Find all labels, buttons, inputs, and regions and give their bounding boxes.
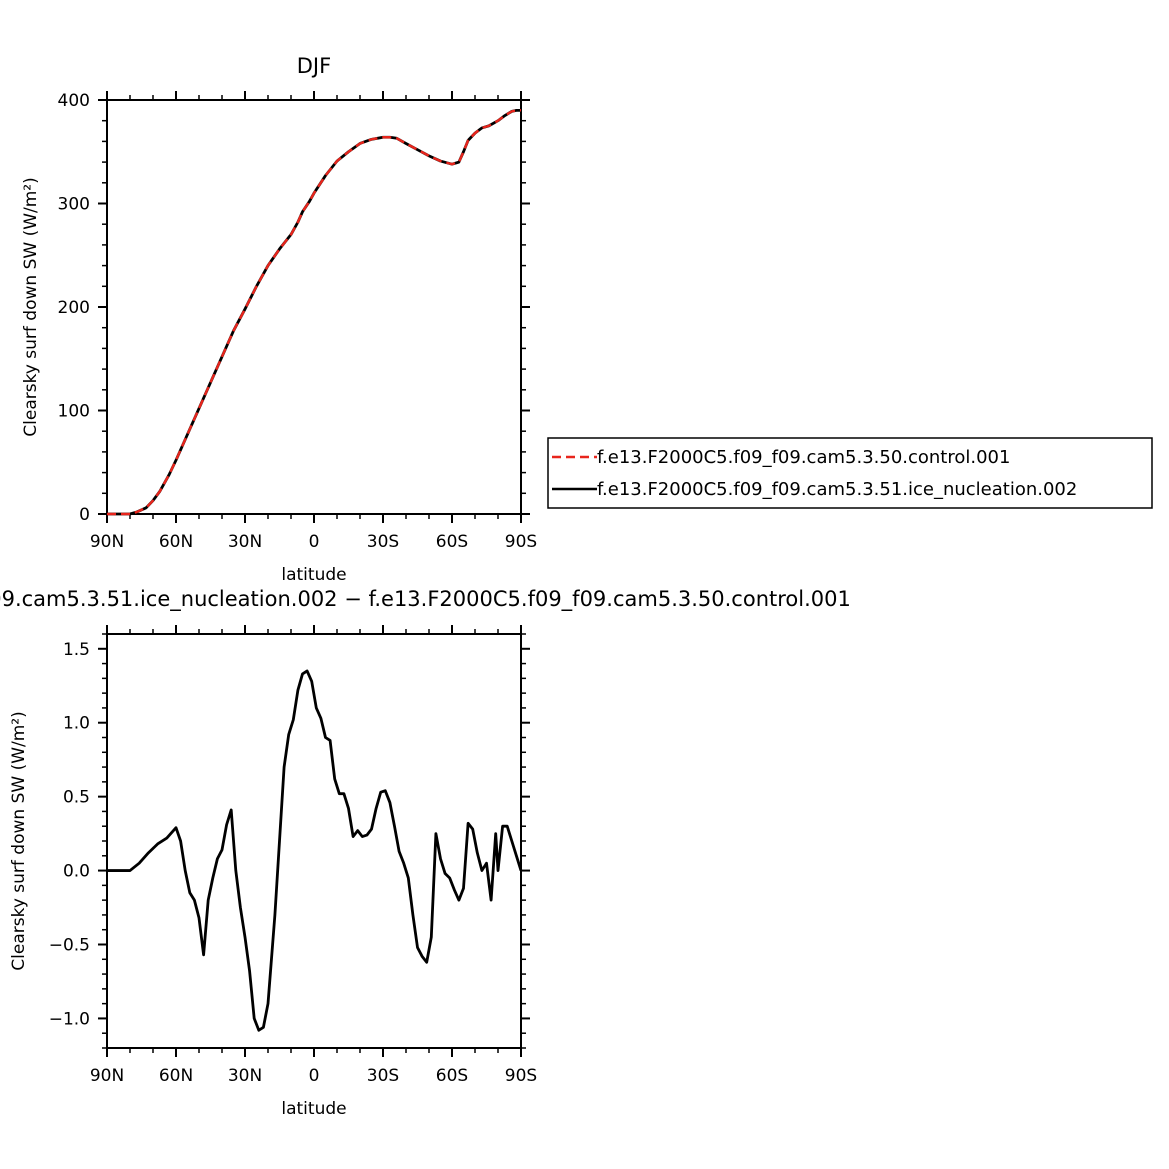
top-x-tick-label: 30S: [367, 532, 399, 552]
top-y-tick-labels: 0 100 200 300 400: [58, 91, 90, 525]
bottom-series-line: [107, 669, 523, 1032]
bottom-y-tick-label: 0.5: [63, 788, 90, 808]
top-y-tick-label: 0: [79, 505, 90, 525]
top-x-tick-label: 90N: [90, 532, 124, 552]
bottom-x-tick-label: 30N: [228, 1066, 262, 1086]
top-plot: DJF 90N 60N 30N 0 30S 60S 90S 0 100 200 300 400 la…: [21, 54, 537, 585]
top-x-tick-label: 30N: [228, 532, 262, 552]
legend-label-control: f.e13.F2000C5.f09_f09.cam5.3.50.control.…: [597, 447, 1010, 468]
bottom-plot-series: [107, 669, 523, 1032]
bottom-y-tick-label: −1.0: [49, 1009, 90, 1029]
top-series-line: [107, 108, 521, 516]
legend: f.e13.F2000C5.f09_f09.cam5.3.50.control.…: [547, 437, 1153, 509]
top-y-tick-label: 400: [58, 91, 90, 111]
top-y-tick-label: 300: [58, 195, 90, 215]
bottom-x-tick-label: 90S: [505, 1066, 537, 1086]
bottom-y-axis-title: Clearsky surf down SW (W/m²): [9, 711, 29, 970]
bottom-x-tick-label: 0: [309, 1066, 320, 1086]
top-y-tick-label: 100: [58, 402, 90, 422]
top-x-tick-labels: 90N 60N 30N 0 30S 60S 90S: [90, 532, 537, 552]
top-plot-title: DJF: [297, 54, 331, 78]
top-x-tick-label: 60S: [436, 532, 468, 552]
bottom-y-tick-label: 0.0: [63, 862, 90, 882]
legend-label-ice-nucleation: f.e13.F2000C5.f09_f09.cam5.3.51.ice_nucl…: [597, 479, 1077, 500]
top-series-line: [107, 109, 521, 516]
bottom-x-tick-label: 60S: [436, 1066, 468, 1086]
top-x-tick-label: 60N: [159, 532, 193, 552]
top-plot-ticks: [98, 91, 530, 523]
bottom-x-axis-title: latitude: [281, 1099, 346, 1119]
top-x-tick-label: 0: [309, 532, 320, 552]
bottom-y-tick-labels: −1.0 −0.5 0.0 0.5 1.0 1.5: [49, 640, 90, 1030]
bottom-plot-ticks: [98, 625, 530, 1057]
bottom-plot-title: f.e13.F2000C5.f09_f09.cam5.3.51.ice_nucl…: [0, 587, 851, 612]
top-x-tick-label: 90S: [505, 532, 537, 552]
bottom-x-tick-label: 30S: [367, 1066, 399, 1086]
bottom-x-tick-label: 60N: [159, 1066, 193, 1086]
bottom-y-tick-label: 1.0: [63, 714, 90, 734]
bottom-plot: f.e13.F2000C5.f09_f09.cam5.3.51.ice_nucl…: [0, 587, 851, 1119]
bottom-x-tick-label: 90N: [90, 1066, 124, 1086]
top-y-tick-label: 200: [58, 298, 90, 318]
bottom-y-tick-label: 1.5: [63, 640, 90, 660]
top-plot-series: [107, 108, 521, 516]
bottom-x-tick-labels: 90N 60N 30N 0 30S 60S 90S: [90, 1066, 537, 1086]
legend-box: [547, 437, 1153, 509]
top-x-axis-title: latitude: [281, 565, 346, 585]
bottom-y-tick-label: −0.5: [49, 936, 90, 956]
top-y-axis-title: Clearsky surf down SW (W/m²): [21, 177, 41, 436]
